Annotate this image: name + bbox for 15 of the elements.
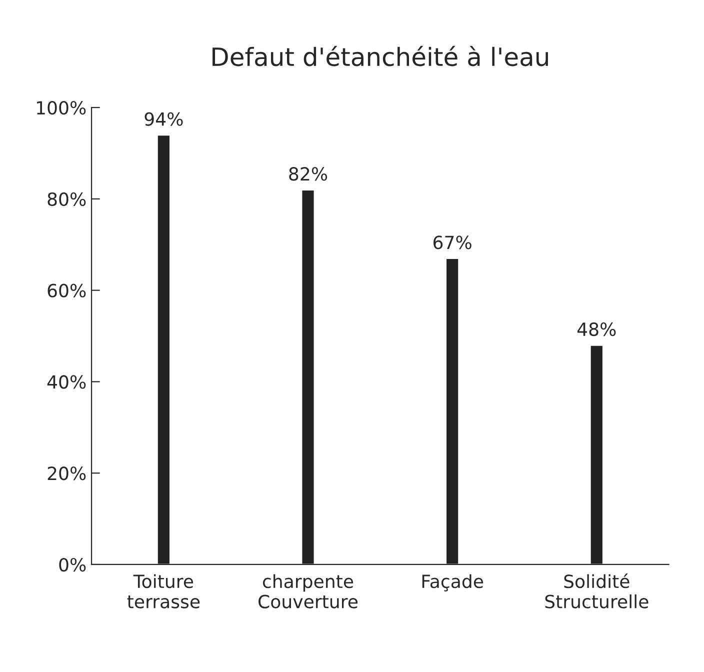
y-tick-label: 0% bbox=[59, 558, 86, 572]
y-tick-label: 100% bbox=[37, 100, 86, 115]
x-tick-label: Façade bbox=[422, 574, 484, 592]
data-label: 94% bbox=[144, 112, 183, 126]
y-tick-label: 40% bbox=[47, 375, 86, 389]
data-label: 48% bbox=[577, 322, 616, 336]
data-label: 82% bbox=[289, 167, 328, 181]
y-tick-label: 20% bbox=[48, 466, 86, 480]
x-tick-label: Solidité Structurelle bbox=[545, 573, 648, 608]
x-tick-label: charpente Couverture bbox=[258, 574, 358, 608]
y-tick-label: 60% bbox=[48, 284, 86, 298]
x-tick-label: Toiture terrasse bbox=[127, 574, 200, 608]
chart-title: Defaut d'étanchéité à l'eau bbox=[212, 46, 548, 66]
data-label: 67% bbox=[434, 236, 472, 250]
y-tick-label: 80% bbox=[48, 192, 86, 206]
